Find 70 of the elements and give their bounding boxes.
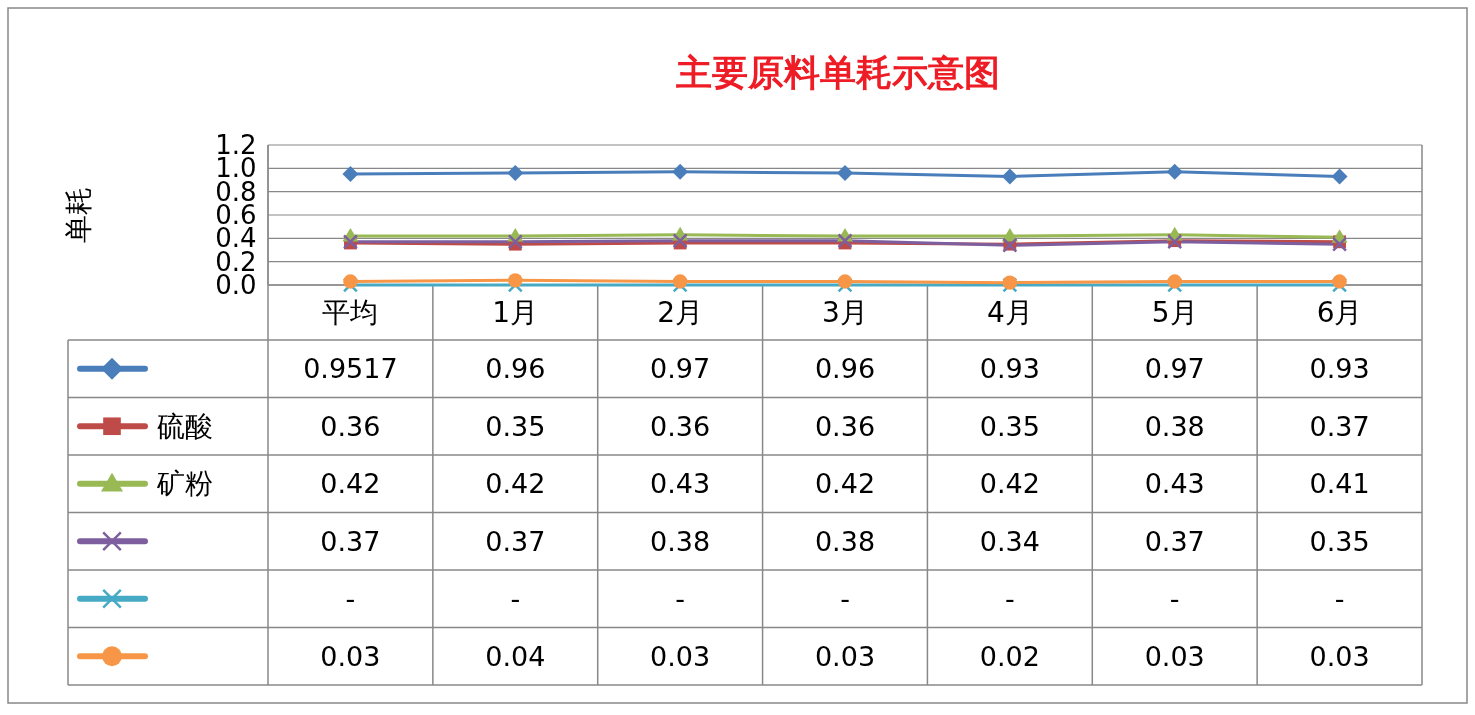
point [837,274,853,289]
point [672,274,688,289]
data-label: 0.03 [814,640,876,672]
x-tick-label: 3月 [822,296,868,329]
data-label: 0.02 [979,640,1040,672]
data-label: - [675,583,686,615]
data-label: 0.41 [1309,468,1370,500]
data-label: 0.37 [485,525,546,557]
data-label: - [345,583,356,615]
point [343,274,358,289]
data-label: 0.34 [979,525,1040,557]
data-label: 0.97 [1144,353,1205,385]
point [508,273,523,288]
data-label: 0.96 [485,353,546,385]
data-label: 0.37 [1309,410,1370,442]
point [672,163,689,180]
data-label: 0.36 [814,410,876,442]
legend-label: 矿粉 [156,467,213,501]
data-label: - [840,583,850,615]
point [342,277,359,293]
point [1332,274,1347,289]
data-label: 0.42 [979,468,1040,500]
y-axis-title: 单耗 [61,187,95,243]
data-label: 0.36 [320,410,381,442]
point [507,277,523,293]
data-label: 0.42 [814,468,876,500]
data-label: 0.03 [320,640,381,672]
point [1166,163,1183,180]
data-label: 0.36 [650,410,711,442]
data-label: 0.9517 [303,353,398,385]
data-label: 0.42 [485,468,546,500]
data-label: 0.38 [650,525,711,557]
data-label: - [1004,583,1015,615]
data-label: 0.38 [1144,410,1205,442]
data-label: 0.03 [1144,640,1205,672]
data-label: 0.93 [1309,353,1370,385]
data-label: 0.43 [650,468,711,500]
point [342,165,359,182]
x-tick-label: 2月 [657,296,704,329]
data-label: 0.96 [814,353,876,385]
data-label: - [1169,583,1180,615]
data-label: 0.03 [650,640,711,672]
x-tick-label: 4月 [986,296,1033,329]
data-label: 0.04 [485,640,546,672]
chart-title: 主要原料单耗示意图 [676,51,1000,93]
data-label: 0.38 [814,525,876,557]
data-label: 0.35 [1309,525,1370,557]
data-label: - [510,583,521,615]
x-tick-label: 1月 [492,296,539,329]
data-label: 0.35 [979,410,1040,442]
data-label: 0.97 [650,353,711,385]
point [507,165,524,181]
data-label: 0.37 [320,525,381,557]
legend-label: 硫酸 [157,409,213,443]
data-label: 0.35 [485,410,546,442]
data-label: 0.03 [1309,640,1370,672]
point [1001,168,1018,185]
x-tick-label: 平均 [322,296,379,329]
data-label: 0.42 [320,468,381,500]
point [1331,277,1348,293]
x-tick-label: 6月 [1316,296,1363,329]
data-label: 0.37 [1144,525,1205,557]
point [1331,168,1348,185]
data-label: 0.43 [1144,468,1205,500]
data-label: - [1334,583,1345,615]
point [1167,277,1183,293]
data-label: 0.93 [979,353,1040,385]
point [837,165,853,181]
x-tick-label: 5月 [1151,296,1198,329]
point [1167,274,1182,289]
